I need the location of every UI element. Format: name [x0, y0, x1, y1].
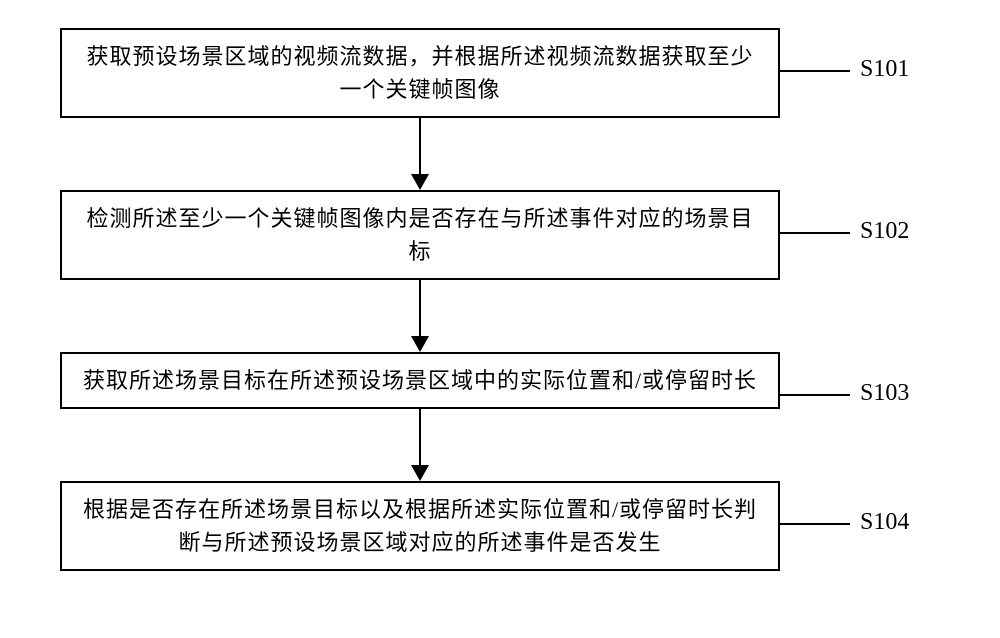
arrow-head-icon	[411, 465, 429, 481]
flowchart-step: 获取预设场景区域的视频流数据，并根据所述视频流数据获取至少一个关键帧图像 S10…	[60, 28, 940, 118]
step-box-s103: 获取所述场景目标在所述预设场景区域中的实际位置和/或停留时长	[60, 352, 780, 409]
flowchart-step: 检测所述至少一个关键帧图像内是否存在与所述事件对应的场景目标 S102	[60, 190, 940, 280]
step-text: 根据是否存在所述场景目标以及根据所述实际位置和/或停留时长判断与所述预设场景区域…	[83, 497, 757, 555]
arrow-head-icon	[411, 336, 429, 352]
arrow-head-icon	[411, 174, 429, 190]
arrow-line	[419, 280, 421, 338]
step-label-s101: S101	[860, 56, 909, 83]
flow-arrow	[60, 280, 780, 352]
connector-line	[780, 232, 850, 234]
step-text: 检测所述至少一个关键帧图像内是否存在与所述事件对应的场景目标	[86, 206, 753, 264]
step-text: 获取所述场景目标在所述预设场景区域中的实际位置和/或停留时长	[83, 368, 757, 393]
flow-arrow	[60, 118, 780, 190]
step-box-s102: 检测所述至少一个关键帧图像内是否存在与所述事件对应的场景目标	[60, 190, 780, 280]
step-label-s104: S104	[860, 509, 909, 536]
flow-arrow	[60, 409, 780, 481]
step-box-s101: 获取预设场景区域的视频流数据，并根据所述视频流数据获取至少一个关键帧图像	[60, 28, 780, 118]
connector-line	[780, 394, 850, 396]
connector-line	[780, 523, 850, 525]
flowchart-step: 获取所述场景目标在所述预设场景区域中的实际位置和/或停留时长 S103	[60, 352, 940, 409]
connector-line	[780, 70, 850, 72]
flowchart-step: 根据是否存在所述场景目标以及根据所述实际位置和/或停留时长判断与所述预设场景区域…	[60, 481, 940, 571]
arrow-line	[419, 409, 421, 467]
step-label-s103: S103	[860, 380, 909, 407]
flowchart-container: 获取预设场景区域的视频流数据，并根据所述视频流数据获取至少一个关键帧图像 S10…	[60, 28, 940, 571]
step-box-s104: 根据是否存在所述场景目标以及根据所述实际位置和/或停留时长判断与所述预设场景区域…	[60, 481, 780, 571]
step-label-s102: S102	[860, 218, 909, 245]
arrow-line	[419, 118, 421, 176]
step-text: 获取预设场景区域的视频流数据，并根据所述视频流数据获取至少一个关键帧图像	[86, 44, 753, 102]
